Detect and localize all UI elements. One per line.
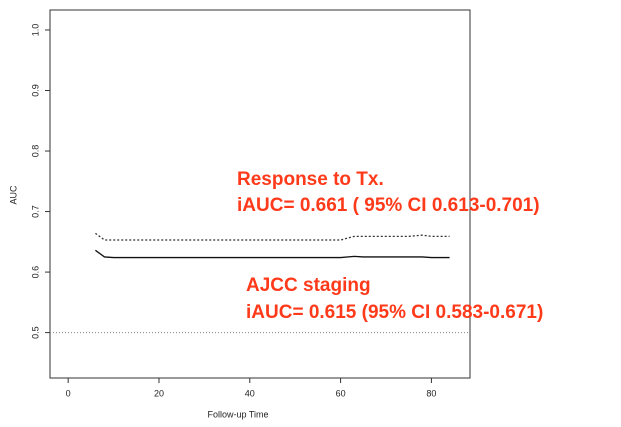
x-tick-label: 20 bbox=[154, 388, 164, 398]
y-tick-label: 0.6 bbox=[30, 266, 40, 279]
x-tick-label: 40 bbox=[245, 388, 255, 398]
x-axis-label: Follow-up Time bbox=[207, 409, 268, 419]
annotation-title: AJCC staging bbox=[246, 275, 371, 296]
y-axis-label: AUC bbox=[8, 185, 18, 205]
y-tick-label: 0.9 bbox=[30, 84, 40, 97]
annotation-title: Response to Tx. bbox=[237, 169, 384, 190]
y-tick-label: 1.0 bbox=[30, 24, 40, 37]
y-tick-label: 0.5 bbox=[30, 326, 40, 339]
y-tick-label: 0.8 bbox=[30, 145, 40, 158]
series-line bbox=[95, 232, 450, 241]
plot-frame bbox=[49, 9, 471, 379]
x-tick-label: 0 bbox=[66, 388, 71, 398]
annotation: iAUC= 0.661 ( 95% CI 0.613-0.701) bbox=[237, 195, 540, 216]
x-tick-label: 80 bbox=[426, 388, 436, 398]
series-line bbox=[95, 249, 450, 259]
y-tick-label: 0.7 bbox=[30, 205, 40, 218]
x-tick-label: 60 bbox=[336, 388, 346, 398]
annotation: iAUC= 0.615 (95% CI 0.583-0.671) bbox=[246, 302, 543, 323]
